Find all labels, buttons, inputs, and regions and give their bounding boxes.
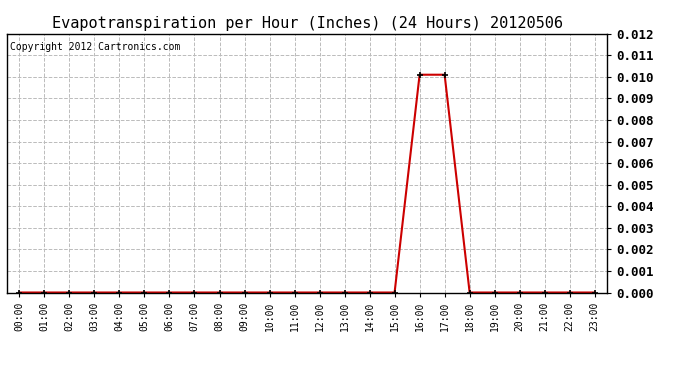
Text: Copyright 2012 Cartronics.com: Copyright 2012 Cartronics.com (10, 42, 180, 51)
Title: Evapotranspiration per Hour (Inches) (24 Hours) 20120506: Evapotranspiration per Hour (Inches) (24… (52, 16, 562, 31)
